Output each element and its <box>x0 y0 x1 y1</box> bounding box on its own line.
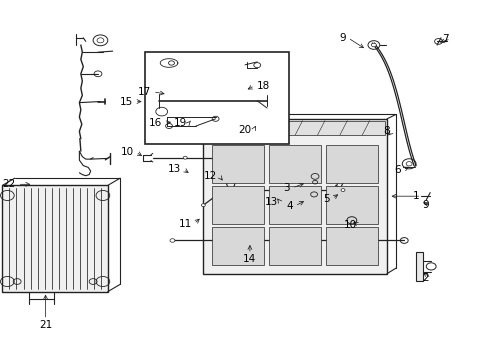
Bar <box>212 145 264 183</box>
Circle shape <box>201 204 205 207</box>
Text: 13: 13 <box>265 197 278 207</box>
Text: 18: 18 <box>257 81 270 91</box>
Text: 3: 3 <box>283 183 290 193</box>
Bar <box>269 186 321 224</box>
Text: 13: 13 <box>168 164 181 174</box>
Text: 9: 9 <box>422 200 429 210</box>
Circle shape <box>170 239 175 242</box>
Text: 4: 4 <box>286 201 293 211</box>
Text: 14: 14 <box>243 254 257 264</box>
Text: 19: 19 <box>173 118 187 128</box>
Bar <box>203 119 387 274</box>
Bar <box>206 121 385 135</box>
Circle shape <box>341 189 345 192</box>
Text: 9: 9 <box>339 33 346 43</box>
Circle shape <box>97 38 104 43</box>
Bar <box>212 186 264 224</box>
Text: 8: 8 <box>383 126 390 136</box>
Bar <box>326 145 378 183</box>
Circle shape <box>183 156 187 159</box>
Text: 16: 16 <box>149 118 162 128</box>
Text: 21: 21 <box>39 320 52 330</box>
Text: 10: 10 <box>343 220 357 230</box>
Bar <box>2 185 108 292</box>
Bar <box>212 227 264 265</box>
Bar <box>269 145 321 183</box>
Bar <box>326 186 378 224</box>
Bar <box>145 52 289 144</box>
Text: 11: 11 <box>179 219 192 229</box>
Bar <box>269 227 321 265</box>
Text: 20: 20 <box>239 125 252 135</box>
Text: 15: 15 <box>120 96 133 107</box>
Text: 10: 10 <box>121 147 134 157</box>
Bar <box>416 252 423 281</box>
Text: 5: 5 <box>323 194 330 204</box>
Text: 12: 12 <box>204 171 218 181</box>
Text: 7: 7 <box>442 34 449 44</box>
Text: 2: 2 <box>422 273 429 283</box>
Text: 17: 17 <box>138 87 151 97</box>
Text: 6: 6 <box>394 165 401 175</box>
Bar <box>326 227 378 265</box>
Text: 22: 22 <box>2 179 16 189</box>
Circle shape <box>371 43 376 47</box>
Text: 1: 1 <box>413 191 419 201</box>
